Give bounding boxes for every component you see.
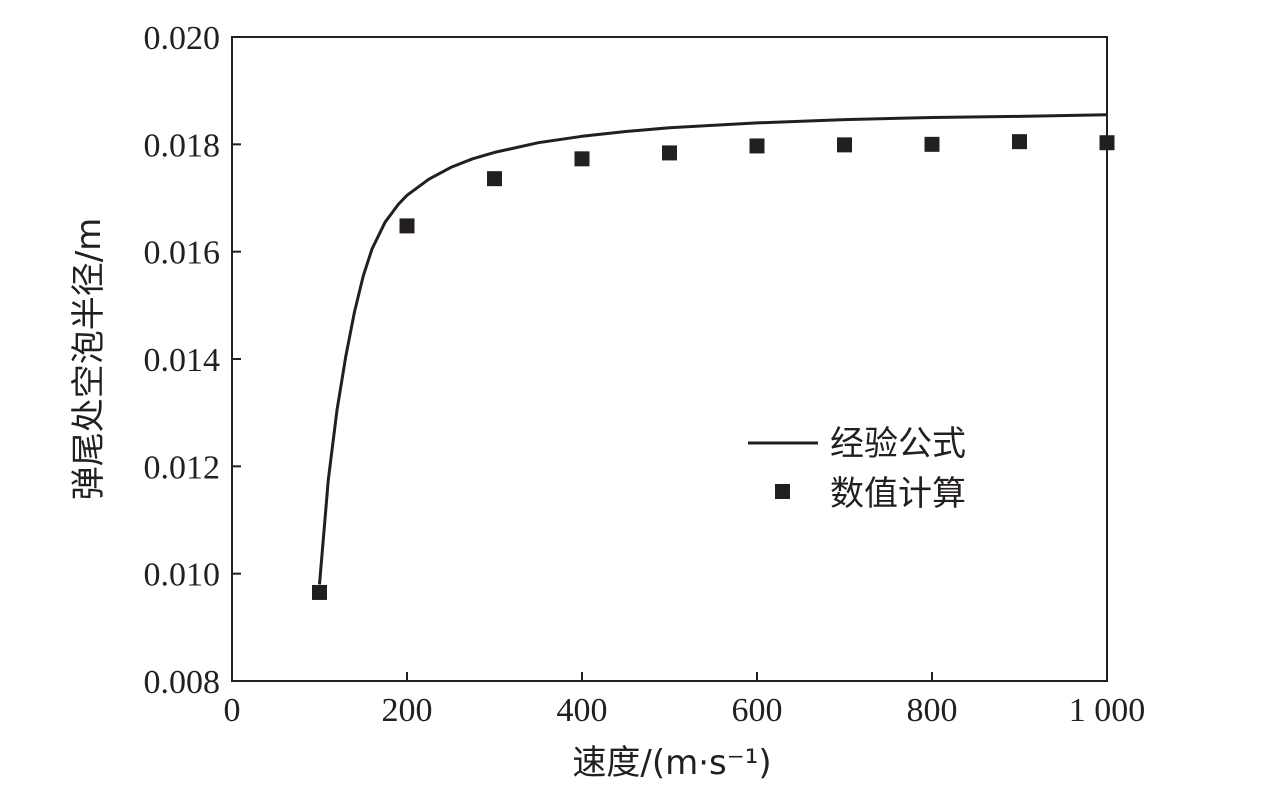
data-point-numerical bbox=[1012, 134, 1027, 150]
y-tick-label: 0.012 bbox=[144, 449, 221, 486]
y-tick-label: 0.014 bbox=[144, 342, 221, 379]
data-point-numerical bbox=[399, 218, 415, 234]
x-tick-label: 400 bbox=[557, 692, 608, 729]
data-point-numerical bbox=[487, 171, 502, 187]
x-axis-ticks: 0 200 400 600 800 1 000 bbox=[224, 672, 1146, 729]
x-tick-label: 1 000 bbox=[1069, 692, 1146, 729]
x-tick-label: 0 bbox=[224, 692, 241, 729]
series-layer bbox=[312, 113, 1115, 600]
y-tick-label: 0.008 bbox=[144, 664, 221, 701]
y-axis-title: 弹尾处空泡半径/m bbox=[69, 218, 109, 501]
y-tick-label: 0.018 bbox=[144, 127, 221, 164]
data-point-numerical bbox=[749, 138, 765, 154]
x-tick-label: 600 bbox=[732, 692, 783, 729]
data-point-numerical bbox=[924, 136, 940, 152]
legend-label-formula: 经验公式 bbox=[830, 424, 966, 464]
legend-label-numerical: 数值计算 bbox=[830, 474, 966, 514]
y-tick-label: 0.016 bbox=[144, 235, 221, 272]
x-axis-title: 速度/(m·s⁻¹) bbox=[572, 743, 771, 783]
y-tick-label: 0.010 bbox=[144, 557, 221, 594]
y-axis-ticks: 0.008 0.010 0.012 0.014 0.016 0.018 0.020 bbox=[144, 20, 241, 701]
legend-square-swatch bbox=[775, 484, 790, 499]
y-tick-label: 0.020 bbox=[144, 20, 221, 57]
data-point-numerical bbox=[574, 151, 590, 167]
data-point-numerical bbox=[837, 137, 852, 153]
data-point-numerical bbox=[662, 145, 677, 161]
data-point-numerical bbox=[312, 584, 327, 600]
x-tick-label: 800 bbox=[907, 692, 958, 729]
plot-frame bbox=[231, 36, 1108, 682]
data-point-numerical bbox=[1099, 135, 1115, 151]
x-tick-label: 200 bbox=[382, 692, 433, 729]
legend: 经验公式 数值计算 bbox=[748, 424, 966, 514]
series-line-empirical-formula bbox=[318, 113, 1108, 585]
